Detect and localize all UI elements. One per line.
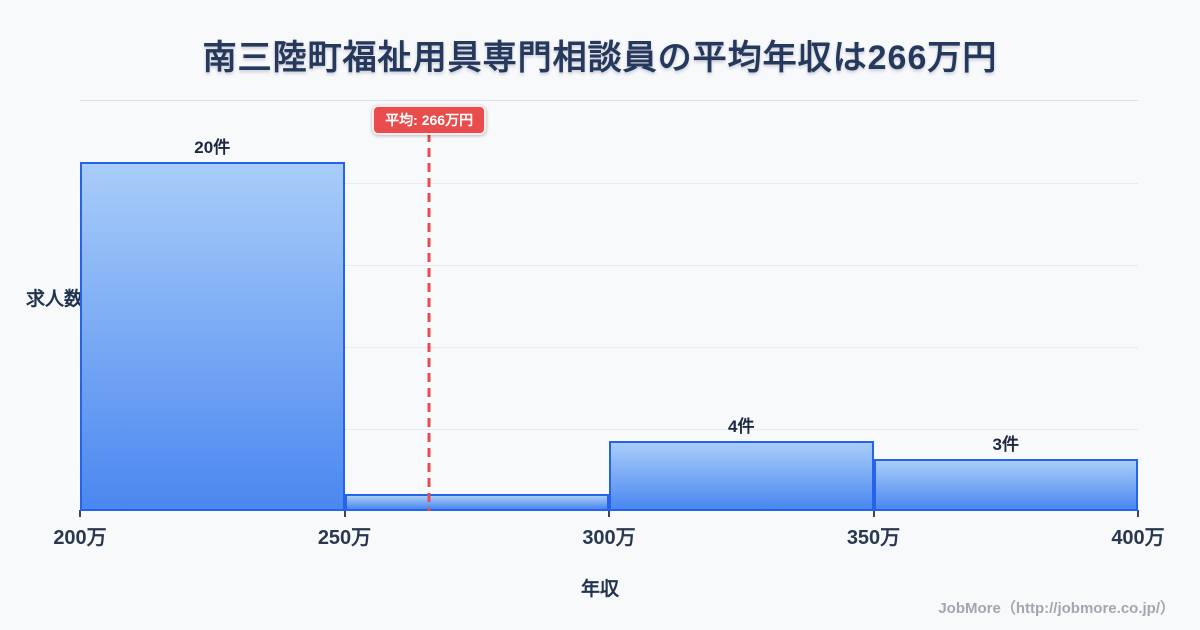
x-tick-mark bbox=[872, 510, 875, 517]
gridline bbox=[80, 429, 1138, 430]
average-dashed-line bbox=[427, 133, 431, 511]
x-axis-title: 年収 bbox=[580, 579, 619, 600]
footer-credit: JobMore（http://jobmore.co.jp/） bbox=[938, 600, 1175, 617]
x-tick-mark bbox=[79, 510, 81, 517]
x-tick-mark bbox=[343, 510, 346, 517]
x-tick-label: 200万 bbox=[53, 527, 107, 549]
average-badge: 平均: 266万円 bbox=[372, 105, 487, 135]
plot-area: 20件 4件 3件 平均: 266万円 bbox=[80, 100, 1138, 511]
chart-title: 南三陸町福祉用具専門相談員の平均年収は266万円 bbox=[202, 39, 998, 77]
bar-250万-300万 bbox=[344, 493, 609, 511]
bar-350万-400万 bbox=[873, 458, 1138, 511]
x-tick-mark bbox=[1137, 510, 1139, 517]
bar-count-label: 3件 bbox=[992, 434, 1019, 454]
gridline bbox=[80, 265, 1138, 266]
bar-200万-250万 bbox=[80, 162, 345, 511]
x-tick-label: 400万 bbox=[1111, 527, 1165, 549]
bar-300万-350万 bbox=[609, 441, 874, 511]
bar-count-label: 20件 bbox=[194, 138, 231, 158]
y-axis-title: 求人数 bbox=[26, 289, 84, 310]
x-tick-label: 350万 bbox=[846, 527, 901, 549]
x-tick-mark bbox=[608, 510, 610, 517]
gridline bbox=[80, 347, 1138, 348]
x-tick-label: 250万 bbox=[317, 527, 372, 549]
gridline bbox=[80, 183, 1138, 184]
x-tick-label: 300万 bbox=[582, 527, 636, 549]
bar-count-label: 4件 bbox=[728, 417, 755, 437]
